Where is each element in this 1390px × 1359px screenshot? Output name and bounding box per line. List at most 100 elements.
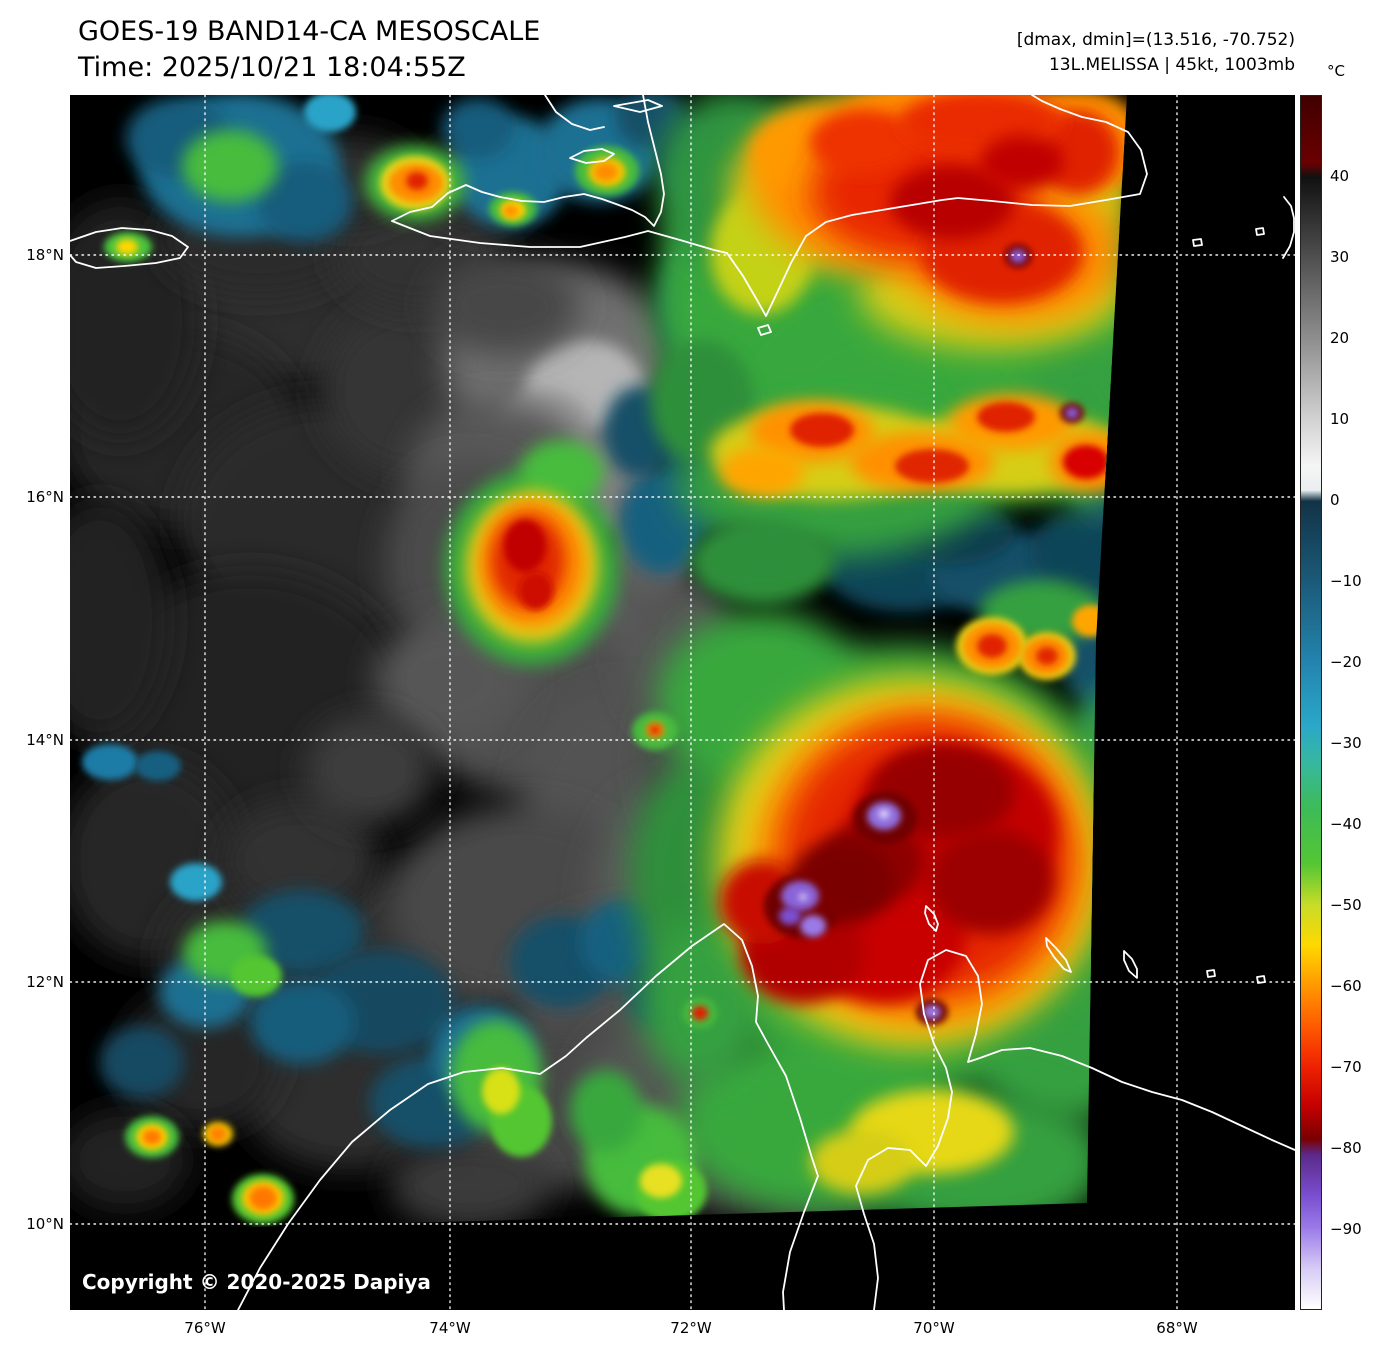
- lon-tick-label: 74°W: [429, 1319, 471, 1337]
- cloud-blob: [120, 990, 280, 1130]
- coastline: [1045, 937, 1072, 973]
- colorbar-tick-label: −90: [1330, 1219, 1362, 1238]
- lat-tick-label: 12°N: [26, 973, 64, 991]
- cloud-blob: [1065, 407, 1079, 419]
- cloud-blob: [799, 894, 807, 900]
- lat-tick-label: 14°N: [26, 731, 64, 749]
- lat-tick-label: 16°N: [26, 488, 64, 506]
- cloud-blob: [977, 634, 1007, 658]
- cloud-blob: [640, 1164, 682, 1198]
- lon-tick-label: 68°W: [1156, 1319, 1198, 1337]
- cloud-blob: [810, 110, 914, 174]
- timestamp: Time: 2025/10/21 18:04:55Z: [78, 52, 466, 83]
- cloud-blob: [890, 165, 1014, 239]
- cloud-blob: [650, 726, 660, 734]
- colorbar-tick-label: 0: [1330, 490, 1340, 509]
- coastline: [391, 95, 1148, 317]
- cloud-blob: [977, 402, 1035, 432]
- coastline: [1192, 238, 1203, 247]
- cloud-blob: [182, 130, 278, 202]
- colorbar-tick-label: −10: [1330, 572, 1362, 590]
- coastline: [237, 923, 819, 1310]
- colorbar-tick-label: 20: [1330, 329, 1350, 347]
- cloud-blob: [70, 200, 200, 440]
- coastline: [1255, 227, 1265, 236]
- lon-tick-label: 72°W: [670, 1319, 712, 1337]
- cloud-blob: [70, 500, 170, 740]
- copyright-watermark: Copyright © 2020-2025 Dapiya: [82, 1270, 431, 1294]
- lat-tick-label: 18°N: [26, 246, 64, 264]
- colorbar-tick-label: −80: [1330, 1139, 1362, 1158]
- cloud-blob: [142, 1129, 162, 1145]
- cloud-blob: [790, 413, 854, 447]
- cloud-blob: [692, 1006, 708, 1020]
- colorbar: [1300, 95, 1322, 1310]
- cloud-blob: [250, 980, 354, 1064]
- cloud-blob: [249, 1186, 277, 1210]
- colorbar-tick-label: −50: [1330, 896, 1362, 915]
- cloud-blob: [923, 1005, 941, 1019]
- cloud-blob: [135, 751, 181, 781]
- cloud-blob: [503, 205, 519, 217]
- coastline: [70, 227, 189, 269]
- cloud-blob: [594, 163, 618, 181]
- cloud-blob: [690, 520, 834, 604]
- coastline: [1123, 950, 1138, 979]
- coastline: [391, 95, 665, 227]
- lon-tick-label: 76°W: [184, 1319, 226, 1337]
- coastline: [855, 949, 1295, 1310]
- cloud-blob: [82, 744, 138, 780]
- colorbar-tick-label: 10: [1330, 410, 1350, 429]
- coastline: [544, 95, 605, 131]
- cloud-blob: [220, 800, 380, 920]
- cloud-blob: [980, 135, 1064, 189]
- coastline: [757, 324, 772, 336]
- coastline: [924, 905, 939, 932]
- cloud-blob: [406, 172, 428, 190]
- colorbar-tick-label: −70: [1330, 1058, 1362, 1076]
- storm-info: 13L.MELISSA | 45kt, 1003mb: [1048, 55, 1295, 75]
- colorbar-tick-label: −40: [1330, 815, 1362, 833]
- cloud-blob: [305, 715, 435, 825]
- cloud-field: [70, 95, 1127, 1232]
- cloud-blob: [116, 239, 138, 255]
- cloud-blob: [930, 830, 1054, 934]
- cloud-blob: [304, 95, 356, 132]
- cloud-blob: [895, 449, 969, 483]
- cloud-blob: [1063, 445, 1109, 479]
- cloud-blob: [800, 915, 826, 937]
- coastline: [1282, 196, 1295, 259]
- cloud-blob: [1010, 249, 1026, 263]
- cloud-blob: [482, 1068, 520, 1114]
- colorbar-tick-label: −20: [1330, 653, 1362, 672]
- colorbar-tick-label: −30: [1330, 733, 1362, 752]
- cloud-blob: [879, 810, 889, 818]
- colorbar-tick-label: 40: [1330, 167, 1350, 186]
- cloud-blob: [170, 863, 222, 901]
- cloud-blob: [810, 1130, 914, 1194]
- cloud-blob: [520, 440, 604, 504]
- dmax-dmin-readout: [dmax, dmin]=(13.516, -70.752): [1016, 30, 1295, 50]
- colorbar-unit-label: °C: [1327, 62, 1345, 80]
- page-title: GOES-19 BAND14-CA MESOSCALE: [78, 16, 541, 47]
- cloud-blob: [570, 1070, 642, 1152]
- coastline: [613, 99, 663, 113]
- coastline: [569, 148, 615, 164]
- cloud-blob: [720, 447, 804, 497]
- latlon-gridlines: [70, 95, 1295, 1310]
- cloud-blob: [390, 1140, 550, 1230]
- colorbar-tick-label: −60: [1330, 976, 1362, 995]
- cloud-blob: [257, 162, 353, 242]
- cloud-blob: [779, 907, 801, 925]
- lat-tick-label: 10°N: [26, 1215, 64, 1233]
- coastlines-layer: [70, 95, 1295, 1310]
- cloud-blob: [240, 890, 364, 974]
- lon-tick-label: 70°W: [913, 1319, 955, 1337]
- colorbar-tick-label: 30: [1330, 247, 1350, 266]
- cloud-blob: [519, 572, 553, 610]
- cloud-blob: [100, 1026, 184, 1098]
- cloud-blob: [442, 98, 514, 158]
- cloud-blob: [230, 955, 282, 997]
- cloud-blob: [430, 255, 580, 355]
